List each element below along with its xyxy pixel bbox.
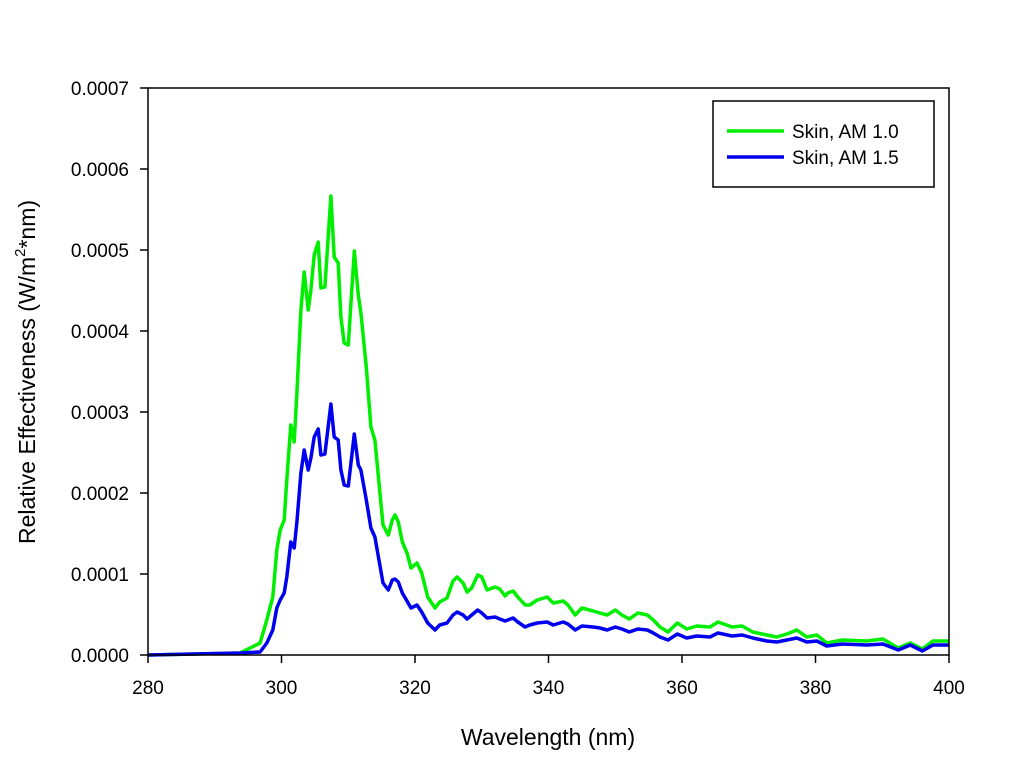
y-axis-label: Relative Effectiveness (W/m2*nm) [12, 200, 40, 544]
legend-box [712, 100, 935, 188]
y-axis-label-main: Relative Effectiveness (W/m [14, 257, 40, 544]
series-line-skin-am10 [147, 194, 949, 657]
y-tick-label: 0.0004 [71, 322, 130, 343]
x-tick-label: 360 [666, 678, 698, 699]
y-tick-label: 0.0001 [71, 565, 129, 586]
x-tick-label: 380 [800, 678, 832, 699]
y-axis-label-tail: *nm) [14, 200, 40, 249]
y-tick-label: 0.0003 [71, 403, 129, 424]
x-tick-label: 280 [132, 678, 164, 699]
y-tick-label: 0.0002 [71, 484, 129, 505]
x-tick-label: 300 [266, 678, 298, 699]
y-axis-label-superscript: 2 [12, 249, 29, 257]
y-axis: 0.0000 0.0001 0.0002 0.0003 0.0004 0.0005 0.00… [71, 79, 148, 667]
x-axis-label: Wavelength (nm) [461, 724, 635, 750]
legend-label-am10: Skin, AM 1.0 [792, 122, 899, 143]
legend: Skin, AM 1.0 Skin, AM 1.5 [712, 100, 935, 188]
y-tick-label: 0.0000 [71, 646, 129, 667]
legend-label-am15: Skin, AM 1.5 [792, 148, 899, 169]
y-tick-label: 0.0005 [71, 241, 129, 262]
series-layer [147, 194, 949, 657]
y-tick-label: 0.0006 [71, 160, 129, 181]
x-tick-label: 340 [533, 678, 565, 699]
y-tick-label: 0.0007 [71, 79, 129, 100]
x-axis: 280 300 320 340 360 380 400 [132, 655, 965, 699]
x-tick-label: 320 [399, 678, 431, 699]
series-line-skin-am15 [147, 402, 949, 657]
x-tick-label: 400 [933, 678, 965, 699]
